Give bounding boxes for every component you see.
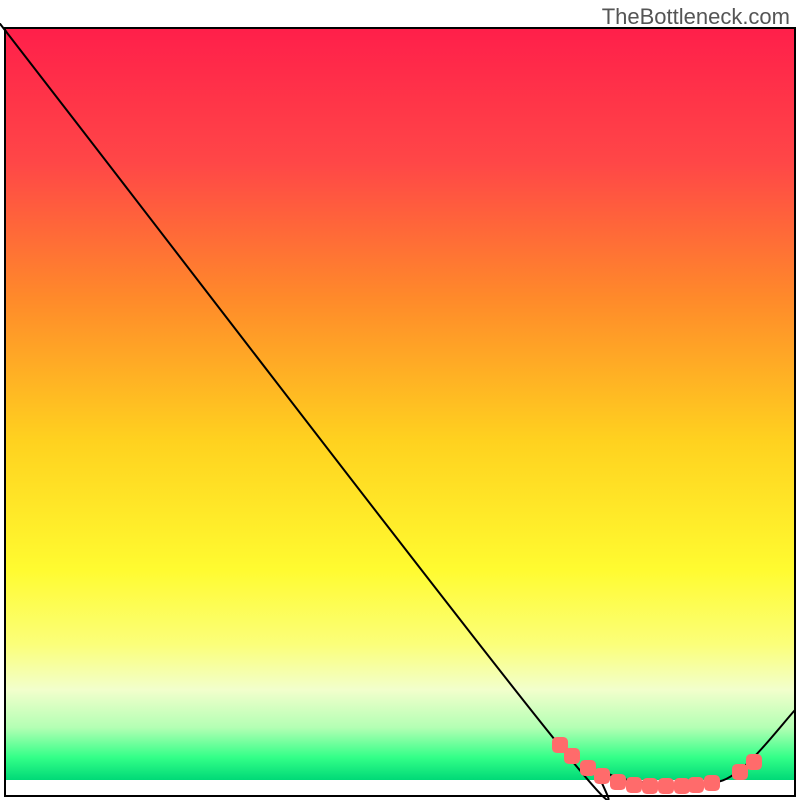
data-marker xyxy=(688,777,704,793)
data-marker xyxy=(626,777,642,793)
data-marker xyxy=(732,764,748,780)
data-marker xyxy=(642,778,658,794)
data-marker xyxy=(610,774,626,790)
data-marker xyxy=(564,748,580,764)
gradient-background xyxy=(5,28,795,780)
data-marker xyxy=(658,778,674,794)
watermark-text: TheBottleneck.com xyxy=(602,4,790,30)
data-marker xyxy=(580,760,596,776)
chart-svg xyxy=(0,0,800,800)
data-marker xyxy=(674,778,690,794)
data-marker xyxy=(594,768,610,784)
chart-container: TheBottleneck.com xyxy=(0,0,800,800)
data-marker xyxy=(746,754,762,770)
data-marker xyxy=(704,775,720,791)
